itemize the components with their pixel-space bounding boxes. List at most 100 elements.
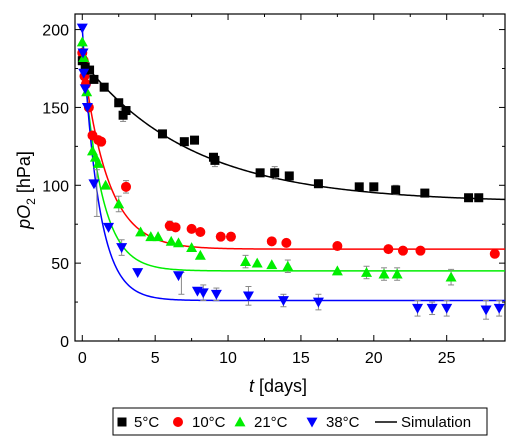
- data-point: [145, 231, 157, 242]
- data-point: [270, 168, 280, 178]
- data-point: [121, 181, 132, 192]
- data-point: [480, 305, 492, 316]
- legend-marker: [306, 417, 318, 428]
- data-point: [170, 222, 181, 233]
- data-point: [255, 168, 265, 178]
- data-point: [266, 236, 277, 247]
- data-point: [464, 193, 474, 203]
- data-point: [172, 271, 184, 282]
- simulation-curve: [81, 60, 506, 201]
- y-tick-label: 100: [42, 178, 69, 195]
- legend-label: 5°C: [134, 414, 159, 431]
- axis-ticks: 0 5 10 15 20 25 0 50 100 150 200: [42, 14, 505, 367]
- y-tick-label: 150: [42, 100, 69, 117]
- legend-label: 10°C: [192, 414, 226, 431]
- data-point: [172, 237, 184, 248]
- data-point: [76, 36, 88, 47]
- data-point: [77, 48, 89, 59]
- data-point: [89, 74, 99, 84]
- data-point: [197, 288, 209, 299]
- data-point: [96, 136, 107, 147]
- x-tick-label: 10: [219, 350, 237, 367]
- legend-label: 38°C: [326, 414, 360, 431]
- plot-area-border: [74, 13, 506, 342]
- data-point: [415, 245, 426, 256]
- data-point: [412, 303, 424, 314]
- y-tick-label: 200: [42, 23, 69, 40]
- simulation-curves: [81, 27, 506, 302]
- data-point: [121, 106, 131, 116]
- data-point: [165, 235, 177, 246]
- data-point: [132, 268, 144, 278]
- x-tick-label: 20: [365, 350, 383, 367]
- data-point: [186, 223, 197, 234]
- data-point: [186, 242, 198, 252]
- simulation-curve: [81, 52, 505, 250]
- data-point: [85, 65, 95, 75]
- error-bars: [93, 108, 503, 320]
- data-point: [383, 244, 394, 255]
- legend-marker: [117, 417, 127, 427]
- x-tick-label: 0: [78, 350, 87, 367]
- data-point: [113, 198, 125, 209]
- data-point: [190, 135, 200, 145]
- data-point: [215, 231, 226, 242]
- data-point: [210, 155, 220, 165]
- data-point: [157, 129, 167, 139]
- data-point: [251, 257, 263, 268]
- data-point: [114, 98, 124, 108]
- simulation-curve: [81, 27, 505, 302]
- data-point: [284, 171, 294, 181]
- y-tick-label: 0: [60, 334, 69, 351]
- data-point: [441, 303, 453, 314]
- data-point: [195, 227, 206, 237]
- data-point: [313, 179, 323, 189]
- legend-label: 21°C: [254, 414, 288, 431]
- data-point: [391, 268, 403, 279]
- data-point: [225, 231, 236, 242]
- data-point: [332, 241, 343, 252]
- data-point: [361, 266, 373, 277]
- data-point: [489, 248, 500, 259]
- data-point: [76, 23, 88, 34]
- legend-simulation-label: Simulation: [401, 414, 471, 431]
- data-point: [99, 82, 109, 92]
- data-point: [103, 222, 115, 233]
- data-point: [354, 182, 364, 192]
- data-point: [426, 303, 438, 314]
- data-point: [100, 179, 112, 190]
- data-point: [397, 245, 408, 256]
- data-point: [79, 84, 91, 95]
- simulation-curve: [81, 45, 505, 272]
- data-point: [179, 137, 189, 147]
- legend: 5°C 10°C 21°C 38°C Simulation: [112, 407, 488, 436]
- data-point: [242, 291, 254, 302]
- data-point: [281, 237, 292, 248]
- data-markers: [76, 23, 505, 316]
- legend-marker: [173, 417, 183, 427]
- y-axis-title: pO2 [hPa]: [14, 151, 38, 230]
- x-tick-label: 5: [151, 350, 160, 367]
- data-point: [378, 268, 390, 279]
- data-point: [135, 226, 147, 237]
- data-point: [210, 289, 222, 300]
- data-point: [445, 271, 457, 282]
- data-point: [81, 103, 93, 113]
- data-point: [118, 110, 128, 120]
- data-point: [369, 182, 379, 192]
- data-point: [116, 243, 128, 254]
- data-point: [420, 188, 430, 198]
- x-axis-title: t [days]: [249, 376, 307, 396]
- data-point: [282, 260, 294, 271]
- data-point: [240, 256, 252, 266]
- data-point: [331, 265, 343, 276]
- plot-frame: [74, 13, 506, 342]
- data-point: [78, 68, 90, 79]
- data-point: [493, 303, 505, 314]
- x-tick-label: 25: [438, 350, 456, 367]
- y-tick-label: 50: [51, 256, 69, 273]
- data-point: [266, 259, 278, 270]
- data-point: [92, 157, 104, 168]
- data-point: [277, 296, 289, 307]
- legend-marker: [234, 416, 246, 427]
